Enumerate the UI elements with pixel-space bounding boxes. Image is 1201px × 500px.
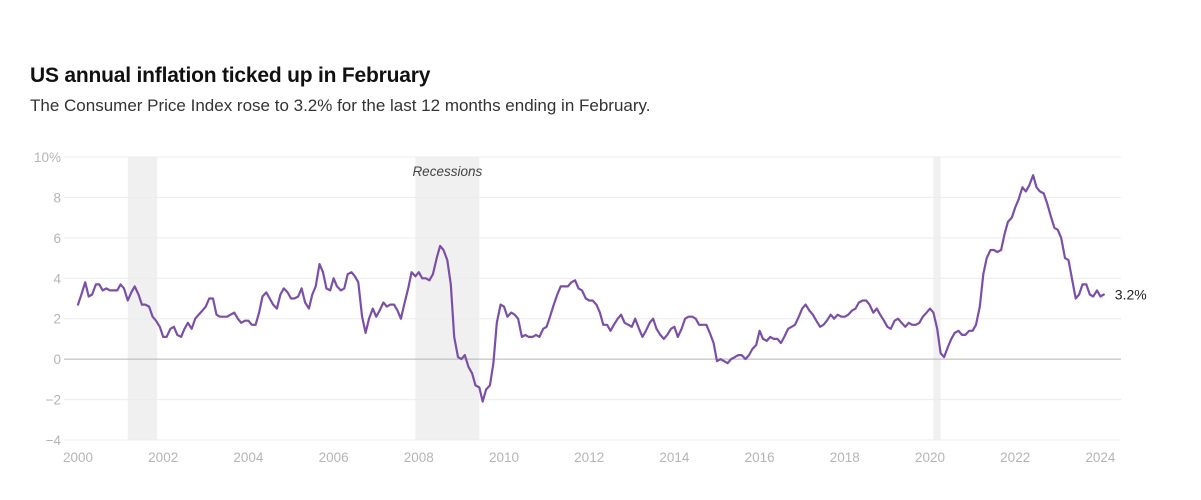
x-tick-label: 2020 <box>915 450 945 465</box>
y-tick-label: 2 <box>53 312 61 327</box>
recession-band-2 <box>415 157 480 440</box>
x-tick-label: 2004 <box>233 450 264 465</box>
x-tick-label: 2014 <box>659 450 690 465</box>
y-tick-label: 4 <box>53 271 61 286</box>
x-tick-label: 2002 <box>148 450 178 465</box>
end-value-label: 3.2% <box>1115 286 1147 302</box>
recession-band-1 <box>127 157 158 440</box>
x-tick-label: 2012 <box>574 450 604 465</box>
y-tick-label: −4 <box>46 433 62 448</box>
x-tick-label: 2006 <box>319 450 349 465</box>
y-tick-label: −2 <box>46 393 61 408</box>
x-tick-label: 2022 <box>1000 450 1030 465</box>
x-tick-label: 2000 <box>63 450 93 465</box>
x-tick-label: 2008 <box>404 450 434 465</box>
x-tick-label: 2024 <box>1085 450 1116 465</box>
x-tick-label: 2018 <box>830 450 860 465</box>
x-tick-label: 2016 <box>745 450 775 465</box>
x-tick-label: 2010 <box>489 450 519 465</box>
x-axis-ticks: 2000 2002 2004 2006 2008 2010 2012 2014 2016 2018… <box>63 450 1116 465</box>
series-line-cpi <box>76 174 1105 403</box>
y-tick-label: 0 <box>53 352 61 367</box>
gridlines <box>64 156 1121 441</box>
recession-band-3 <box>933 157 941 440</box>
y-tick-label: 6 <box>53 231 61 246</box>
y-tick-label: 10% <box>34 150 61 165</box>
chart-subtitle: The Consumer Price Index rose to 3.2% fo… <box>30 96 651 115</box>
chart-title: US annual inflation ticked up in Februar… <box>30 64 431 87</box>
y-tick-label: 8 <box>53 190 61 205</box>
y-axis-ticks: 10% 8 6 4 2 0 −2 −4 <box>34 150 62 448</box>
recession-bands <box>127 157 941 440</box>
recessions-label: Recessions <box>412 164 482 179</box>
